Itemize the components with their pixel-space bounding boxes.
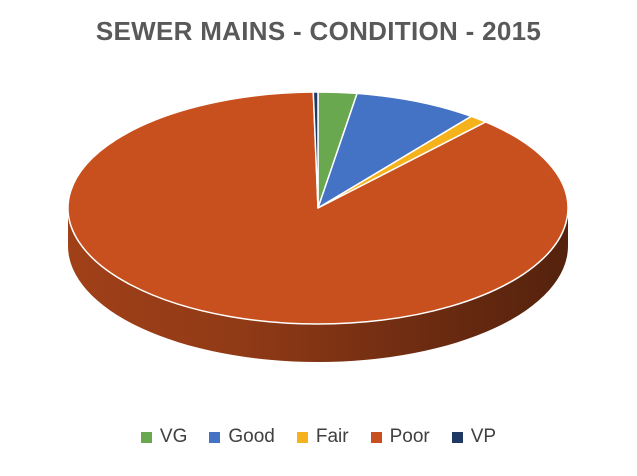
legend-swatch [209,431,221,443]
slice-side-poor [68,208,568,362]
legend-label: Fair [315,426,349,447]
slice-vp [312,91,319,209]
legend-label: VP [470,426,497,447]
legend-item-vp: VP [451,426,497,448]
legend-item-good: Good [209,426,275,448]
legend-swatch [451,431,463,443]
legend-label: VG [159,426,188,447]
legend-swatch [296,431,308,443]
legend-label: Good [228,426,275,447]
legend: VG Good Fair Poor VP [0,426,637,448]
chart-title: SEWER MAINS - CONDITION - 2015 [95,16,542,46]
pie-top-layer [67,91,569,325]
legend-item-fair: Fair [296,426,349,448]
slice-good [317,92,472,209]
legend-swatch [370,431,382,443]
pie-side-layer [68,208,568,362]
legend-item-poor: Poor [370,426,430,448]
legend-swatch [140,431,152,443]
legend-item-vg: VG [140,426,188,448]
legend-label: Poor [389,426,430,447]
